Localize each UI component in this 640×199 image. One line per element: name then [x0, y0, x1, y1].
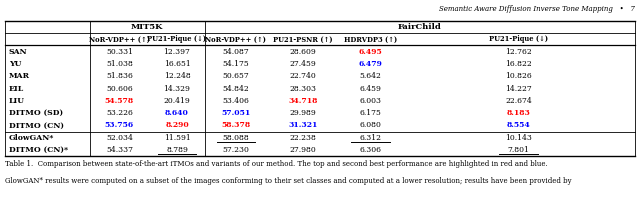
Text: GlowGAN* results were computed on a subset of the images conforming to their set: GlowGAN* results were computed on a subs…	[5, 177, 572, 185]
Text: HDRVDP3 (↑): HDRVDP3 (↑)	[344, 35, 397, 43]
Text: PU21-PSNR (↑): PU21-PSNR (↑)	[273, 35, 333, 43]
Text: 12.397: 12.397	[164, 48, 191, 56]
Text: PU21-Pique (↓): PU21-Pique (↓)	[147, 35, 207, 43]
Text: DITMO (CN)*: DITMO (CN)*	[9, 146, 68, 154]
Text: 12.762: 12.762	[505, 48, 532, 56]
Text: 52.034: 52.034	[106, 134, 133, 142]
Text: 10.826: 10.826	[505, 72, 532, 80]
Text: 53.406: 53.406	[223, 97, 250, 105]
Text: 7.801: 7.801	[508, 146, 529, 154]
Text: 34.718: 34.718	[289, 97, 318, 105]
Text: DITMO (CN): DITMO (CN)	[9, 121, 64, 130]
Text: 53.226: 53.226	[106, 109, 133, 117]
Text: DITMO (SD): DITMO (SD)	[9, 109, 63, 117]
Text: 14.227: 14.227	[505, 85, 532, 93]
Text: FairChild: FairChild	[398, 23, 442, 31]
Text: PU21-Pique (↓): PU21-Pique (↓)	[489, 35, 548, 43]
Text: 16.651: 16.651	[164, 60, 191, 68]
Text: 58.378: 58.378	[221, 121, 250, 130]
Text: 8.640: 8.640	[165, 109, 189, 117]
Text: YU: YU	[9, 60, 21, 68]
Text: 29.989: 29.989	[290, 109, 317, 117]
Text: 58.088: 58.088	[223, 134, 250, 142]
Text: 57.051: 57.051	[221, 109, 250, 117]
Text: 54.842: 54.842	[223, 85, 250, 93]
Text: 53.756: 53.756	[105, 121, 134, 130]
Text: SAN: SAN	[9, 48, 28, 56]
Text: 27.980: 27.980	[290, 146, 317, 154]
Text: 14.329: 14.329	[164, 85, 191, 93]
Text: 50.606: 50.606	[106, 85, 132, 93]
Text: 5.642: 5.642	[360, 72, 381, 80]
Text: 6.175: 6.175	[360, 109, 381, 117]
Text: 50.657: 50.657	[223, 72, 250, 80]
Text: 11.591: 11.591	[164, 134, 191, 142]
Text: 54.087: 54.087	[223, 48, 250, 56]
Text: 54.337: 54.337	[106, 146, 133, 154]
Text: GlowGAN*: GlowGAN*	[9, 134, 54, 142]
Text: 22.740: 22.740	[290, 72, 317, 80]
Text: MIT5K: MIT5K	[131, 23, 163, 31]
Text: 12.248: 12.248	[164, 72, 191, 80]
Text: NoR-VDP++ (↑): NoR-VDP++ (↑)	[205, 35, 266, 43]
Text: 6.003: 6.003	[360, 97, 381, 105]
Text: 27.459: 27.459	[290, 60, 317, 68]
Text: 31.321: 31.321	[289, 121, 318, 130]
Text: 22.238: 22.238	[290, 134, 317, 142]
Text: 8.183: 8.183	[506, 109, 531, 117]
Text: 6.080: 6.080	[360, 121, 381, 130]
Text: 10.143: 10.143	[505, 134, 532, 142]
Text: 28.303: 28.303	[290, 85, 317, 93]
Text: EIL: EIL	[9, 85, 24, 93]
Text: 22.674: 22.674	[505, 97, 532, 105]
Text: 20.419: 20.419	[164, 97, 191, 105]
Text: NoR-VDP++ (↑): NoR-VDP++ (↑)	[89, 35, 150, 43]
Text: Semantic Aware Diffusion Inverse Tone Mapping   •   7: Semantic Aware Diffusion Inverse Tone Ma…	[439, 5, 635, 13]
Text: 6.479: 6.479	[359, 60, 383, 68]
Text: MAR: MAR	[9, 72, 30, 80]
Text: LIU: LIU	[9, 97, 25, 105]
Text: Table 1.  Comparison between state-of-the-art iTMOs and variants of our method. : Table 1. Comparison between state-of-the…	[5, 160, 548, 168]
Text: 8.290: 8.290	[165, 121, 189, 130]
Text: 16.822: 16.822	[505, 60, 532, 68]
Text: 6.306: 6.306	[360, 146, 381, 154]
Text: 54.578: 54.578	[105, 97, 134, 105]
Text: 6.312: 6.312	[360, 134, 381, 142]
Text: 8.789: 8.789	[166, 146, 188, 154]
Text: 8.554: 8.554	[506, 121, 531, 130]
Text: 6.495: 6.495	[359, 48, 383, 56]
Text: 28.609: 28.609	[290, 48, 317, 56]
Text: 6.459: 6.459	[360, 85, 381, 93]
Text: 54.175: 54.175	[223, 60, 250, 68]
Text: 50.331: 50.331	[106, 48, 133, 56]
Text: 57.230: 57.230	[223, 146, 250, 154]
Text: 51.038: 51.038	[106, 60, 133, 68]
Text: 51.836: 51.836	[106, 72, 133, 80]
